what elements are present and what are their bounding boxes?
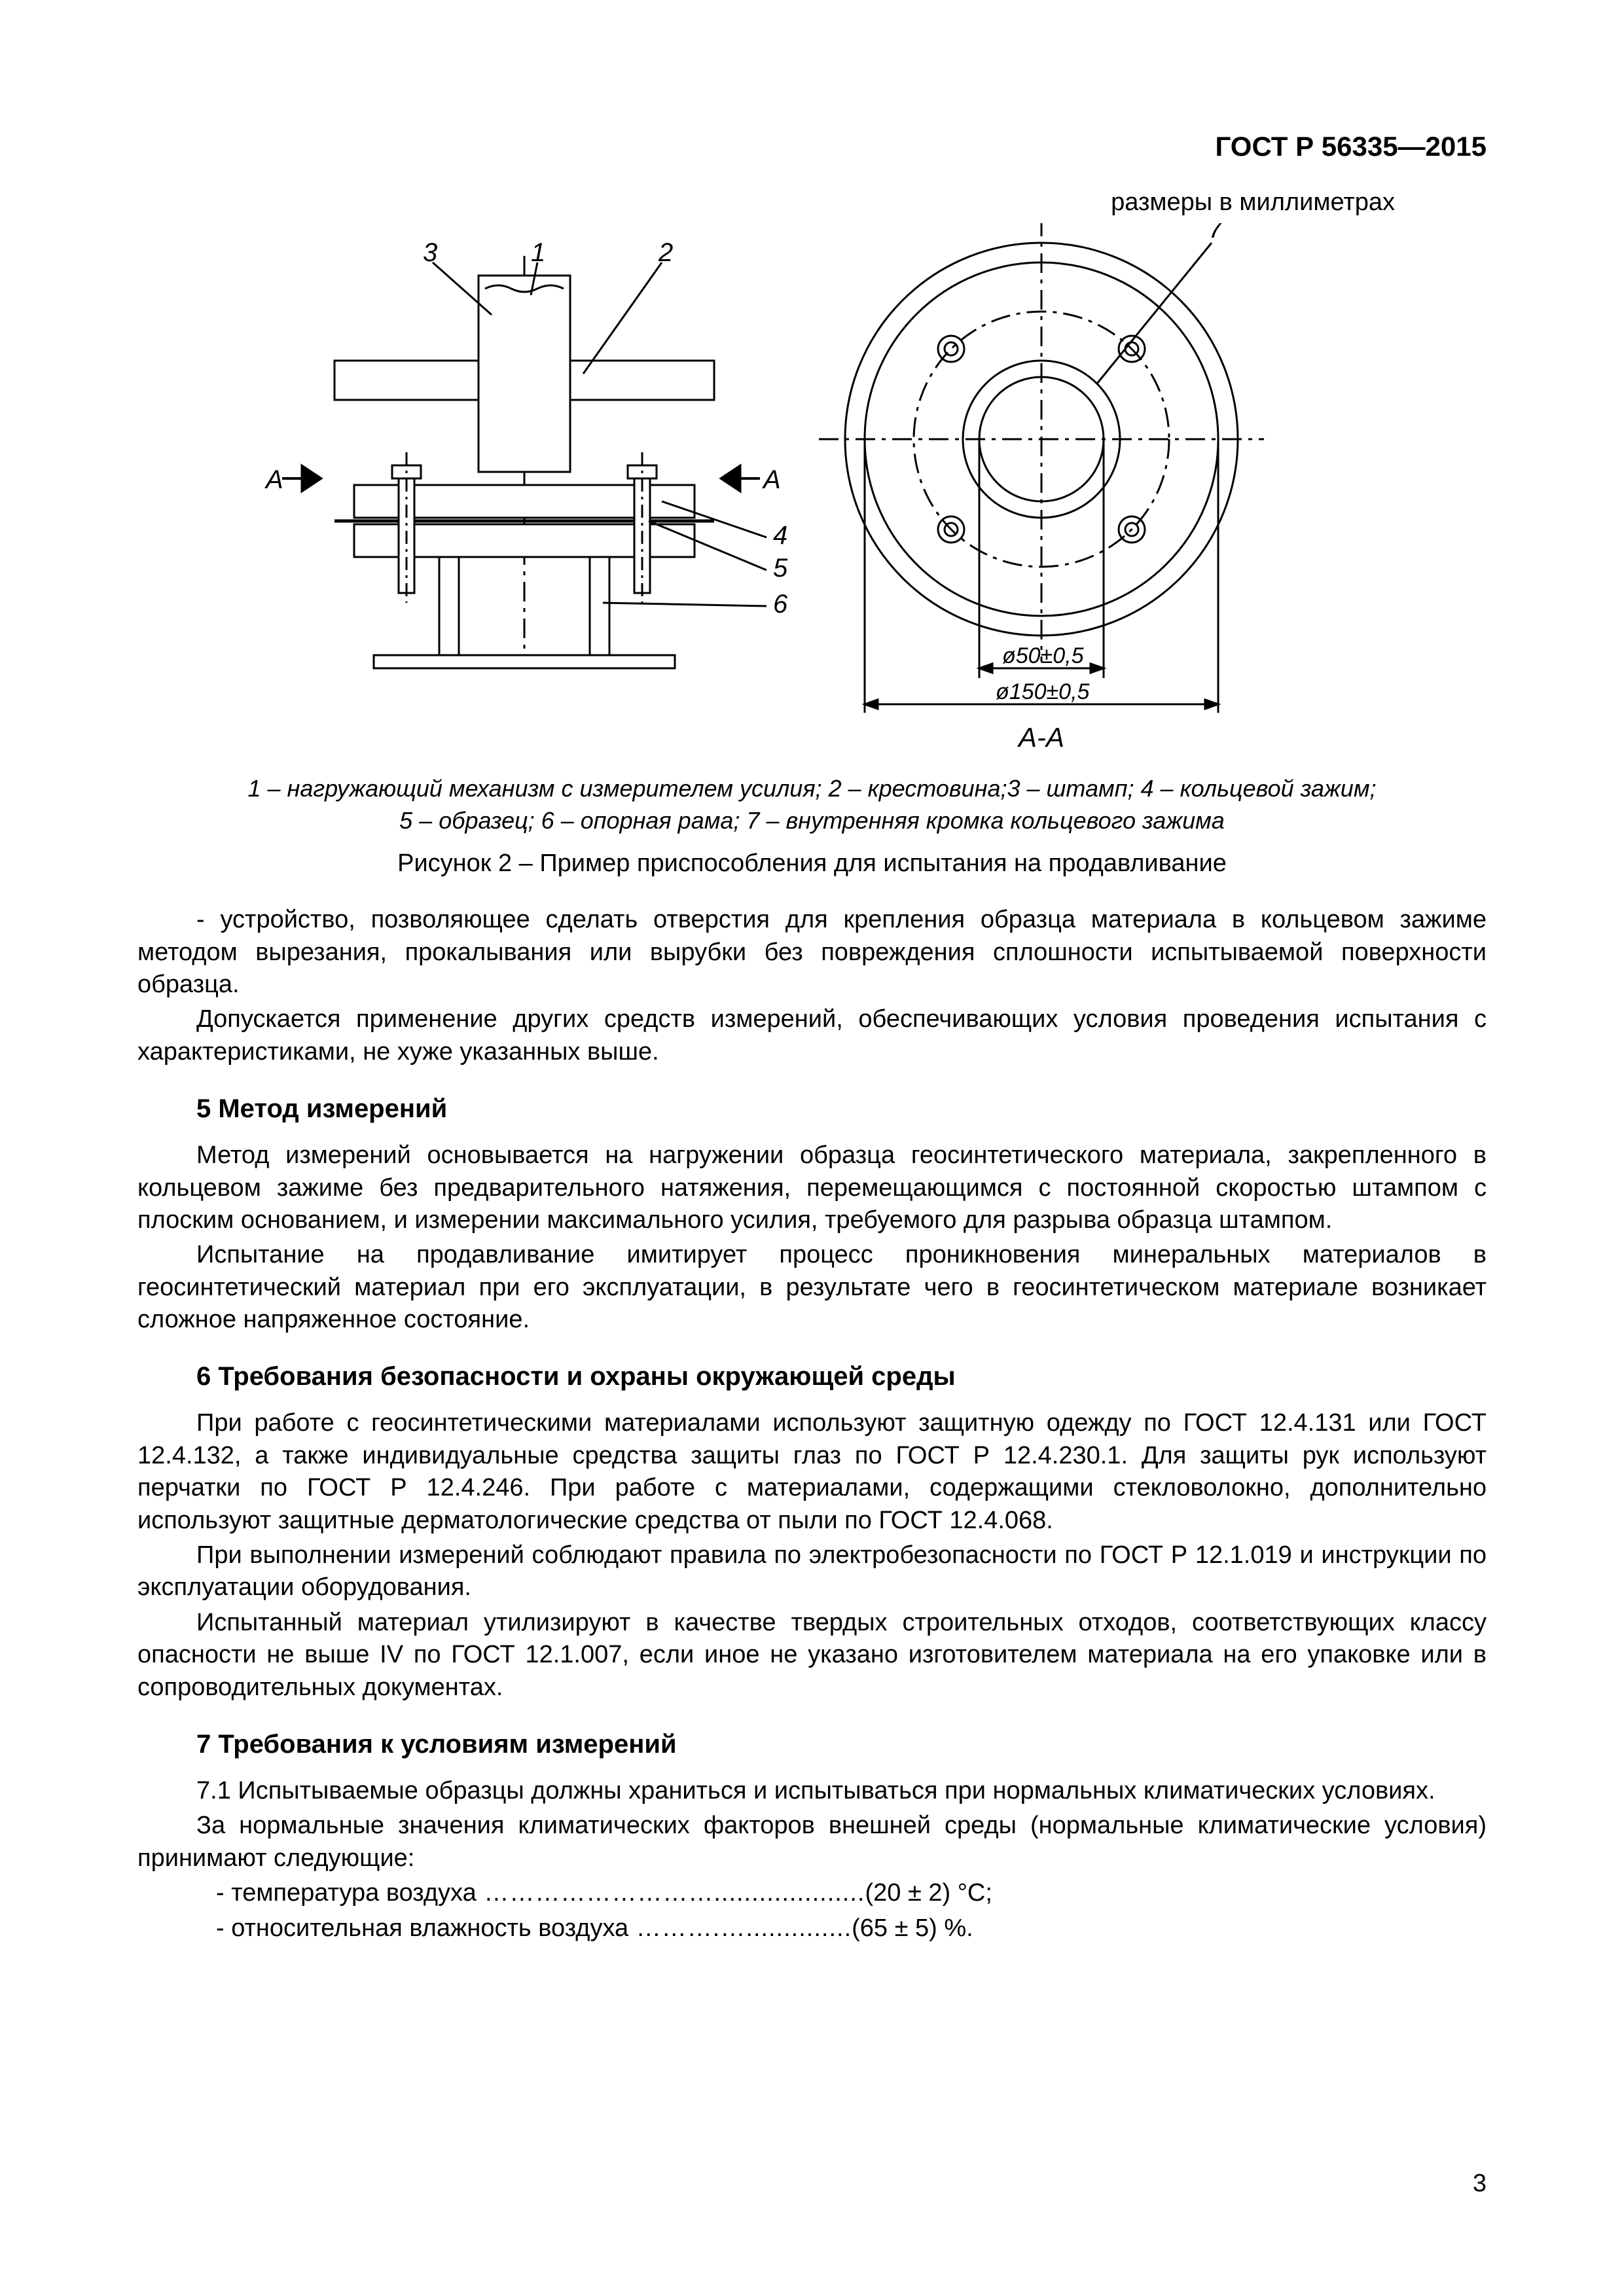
- body-text: - устройство, позволяющее сделать отверс…: [137, 904, 1487, 1945]
- para-7-1: 7.1 Испытываемые образцы должны хранитьс…: [137, 1775, 1487, 1807]
- legend-line-2: 5 – образец; 6 – опорная рама; 7 – внутр…: [399, 807, 1225, 834]
- dim-50: ø50±0,5: [1002, 643, 1084, 668]
- figure-caption: Рисунок 2 – Пример приспособления для ис…: [137, 850, 1487, 878]
- list-7-humid-label: - относительная влажность воздуха: [216, 1914, 852, 1942]
- list-7-humid-val: (65 ± 5) %.: [852, 1914, 973, 1942]
- label-7: 7: [1208, 223, 1224, 243]
- label-6: 6: [773, 590, 788, 619]
- label-2: 2: [658, 238, 673, 267]
- heading-7: 7 Требования к условиям измерений: [137, 1730, 1487, 1759]
- legend-line-1: 1 – нагружающий механизм с измерителем у…: [247, 775, 1376, 802]
- figure-2: А А: [137, 223, 1487, 760]
- para-5-2: Испытание на продавливание имитирует про…: [137, 1239, 1487, 1336]
- para-6-1: При работе с геосинтетическими материала…: [137, 1407, 1487, 1537]
- label-A-right: А: [762, 465, 781, 494]
- list-7-temp-label: - температура воздуха: [216, 1879, 865, 1907]
- para-6-2: При выполнении измерений соблюдают прави…: [137, 1539, 1487, 1604]
- para-6-3: Испытанный материал утилизируют в качест…: [137, 1607, 1487, 1704]
- dim-150: ø150±0,5: [996, 679, 1090, 704]
- dimension-note: размеры в миллиметрах: [137, 188, 1487, 217]
- para-device: - устройство, позволяющее сделать отверс…: [137, 904, 1487, 1001]
- para-7-2: За нормальные значения климатических фак…: [137, 1810, 1487, 1874]
- doc-header: ГОСТ Р 56335—2015: [137, 131, 1487, 162]
- list-7-temp: - температура воздуха(20 ± 2) °С;: [137, 1877, 1487, 1909]
- heading-5: 5 Метод измерений: [137, 1094, 1487, 1124]
- section-AA: А-А: [1017, 722, 1064, 753]
- figure-2-svg: А А: [256, 223, 1369, 760]
- label-5: 5: [773, 554, 788, 583]
- label-4: 4: [773, 521, 787, 550]
- heading-6: 6 Требования безопасности и охраны окруж…: [137, 1362, 1487, 1391]
- label-1: 1: [531, 238, 545, 267]
- label-A-left: А: [264, 465, 283, 494]
- para-5-1: Метод измерений основывается на нагружен…: [137, 1139, 1487, 1236]
- para-allowed: Допускается применение других средств из…: [137, 1003, 1487, 1068]
- page: ГОСТ Р 56335—2015 размеры в миллиметрах …: [0, 0, 1624, 2296]
- label-3: 3: [423, 238, 437, 267]
- list-7-humid: - относительная влажность воздуха(65 ± 5…: [137, 1912, 1487, 1945]
- list-7-temp-val: (20 ± 2) °С;: [865, 1879, 992, 1907]
- figure-legend: 1 – нагружающий механизм с измерителем у…: [137, 773, 1487, 836]
- page-number: 3: [1473, 2170, 1487, 2198]
